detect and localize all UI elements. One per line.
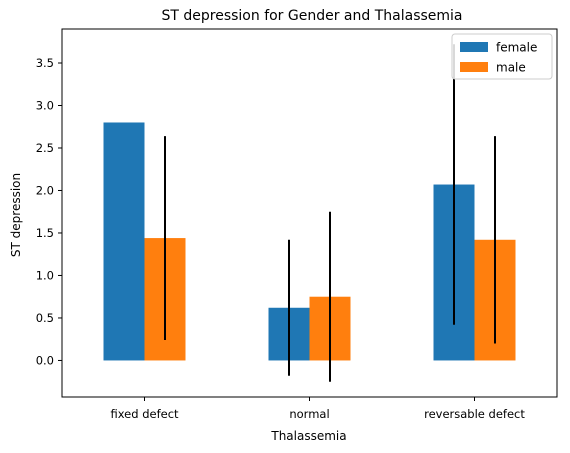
legend-label-female: female <box>496 41 537 55</box>
legend-swatch-male <box>460 62 488 72</box>
y-tick-label: 0.5 <box>36 311 54 325</box>
y-tick-label: 3.0 <box>36 98 54 112</box>
x-tick-label: normal <box>289 407 329 421</box>
x-tick-label: fixed defect <box>110 407 179 421</box>
y-tick-label: 1.0 <box>36 268 54 282</box>
chart-title: ST depression for Gender and Thalassemia <box>161 8 462 24</box>
legend-swatch-female <box>460 42 488 52</box>
bar-female-0 <box>103 122 145 361</box>
y-tick-label: 1.5 <box>36 226 54 240</box>
x-tick-label: reversable defect <box>424 407 525 421</box>
legend: female male <box>451 33 553 80</box>
x-axis-label: Thalassemia <box>270 429 346 443</box>
y-axis-label: ST depression <box>9 173 23 257</box>
y-tick-label: 2.5 <box>36 141 54 155</box>
legend-label-male: male <box>496 61 526 75</box>
plot-area: 0.0 0.5 1.0 1.5 2.0 2.5 3.0 3.5 fixed defect norm… <box>36 28 558 421</box>
y-tick-label: 2.0 <box>36 183 54 197</box>
y-tick-label: 0.0 <box>36 353 54 367</box>
y-tick-label: 3.5 <box>36 56 54 70</box>
